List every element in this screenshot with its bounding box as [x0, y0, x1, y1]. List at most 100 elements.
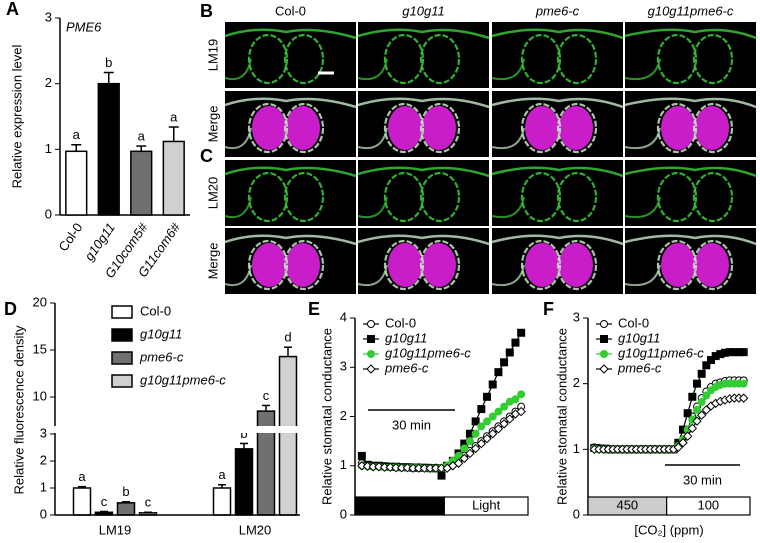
cell-wall: [357, 97, 490, 109]
condition-block: [666, 496, 751, 516]
x-axis-label: [CO₂] (ppm): [634, 522, 703, 537]
guard-wall: [520, 239, 562, 291]
cell-wall: [624, 234, 757, 246]
marker: [453, 458, 464, 468]
guard-wall: [247, 239, 289, 291]
micrograph: [357, 160, 490, 226]
guard-wall: [383, 102, 425, 154]
marker: [682, 431, 693, 441]
column-label: pme6-c: [535, 3, 580, 18]
cell-wall: [624, 97, 757, 109]
annotation: c: [101, 494, 108, 509]
marker: [505, 348, 514, 357]
y-axis-label: Relative fluorescence density: [11, 325, 26, 495]
guard-wall: [656, 102, 698, 154]
marker: [487, 429, 498, 439]
marker: [459, 453, 469, 464]
annotation: b: [122, 484, 129, 499]
legend-swatch: [111, 305, 133, 319]
guard-wall: [556, 171, 598, 223]
y-tick-label: 4: [340, 309, 347, 324]
guard-cell: [252, 106, 286, 150]
legend-label: g10g11: [618, 330, 660, 345]
legend-label: g10g11pme6-c: [618, 345, 704, 360]
cell-wall: [624, 166, 757, 178]
condition-block: [443, 496, 529, 516]
cell-wall: [357, 264, 388, 287]
micrograph: [491, 228, 624, 294]
guard-wall: [419, 239, 461, 291]
marker: [600, 335, 608, 343]
guard-wall: [692, 171, 734, 223]
marker: [511, 395, 520, 404]
marker: [367, 320, 375, 328]
x-tick-label: LM19: [99, 522, 132, 537]
cell-wall: [624, 264, 661, 287]
guard-cell: [422, 106, 456, 150]
marker: [511, 338, 520, 347]
panel-letter: C: [200, 146, 213, 166]
y-tick-label: 1: [40, 479, 47, 494]
series-line: [594, 397, 744, 450]
chart-title: PME6: [66, 19, 102, 34]
cell-wall: [491, 196, 525, 219]
marker: [702, 361, 711, 370]
cell-wall: [224, 28, 357, 40]
marker: [362, 461, 373, 471]
guard-cell: [661, 243, 695, 287]
y-tick-label: 3: [340, 359, 347, 374]
micrograph: [224, 91, 357, 157]
y-tick-label: 2: [45, 75, 52, 90]
guard-wall: [520, 33, 562, 85]
y-tick-label: 1: [573, 441, 580, 456]
marker: [488, 412, 497, 421]
marker: [693, 379, 701, 388]
bar: [130, 150, 153, 216]
cell-wall: [357, 234, 490, 246]
marker: [516, 406, 526, 417]
annotation: c: [263, 388, 270, 403]
guard-cell: [286, 106, 320, 150]
y-tick-label: 1: [340, 457, 347, 472]
cell-wall: [624, 127, 661, 150]
y-tick-label: 1: [45, 141, 52, 156]
annotation: c: [145, 495, 152, 510]
condition-label: 450: [616, 497, 638, 512]
marker: [517, 390, 526, 399]
marker: [494, 368, 503, 377]
marker: [599, 364, 609, 374]
legend-label: Col-0: [385, 315, 416, 330]
guard-wall: [419, 171, 461, 223]
marker: [483, 392, 492, 401]
column-label: Col-0: [275, 3, 306, 18]
guard-cell: [695, 106, 729, 150]
marker: [500, 358, 509, 367]
marker: [460, 444, 469, 453]
guard-wall: [247, 102, 289, 154]
y-tick-label: 0: [45, 206, 52, 221]
cell-wall: [357, 166, 490, 178]
legend-label: g10g11: [385, 330, 427, 345]
guard-wall: [419, 102, 461, 154]
cell-wall: [224, 127, 252, 150]
marker: [687, 423, 698, 434]
guard-cell: [559, 243, 593, 287]
guard-wall: [692, 102, 734, 154]
x-tick-label: LM20: [239, 522, 272, 537]
guard-wall: [656, 171, 698, 223]
legend-label: g10g11pme6-c: [140, 372, 226, 387]
cell-wall: [224, 196, 252, 219]
row-label: LM20: [205, 177, 220, 210]
y-tick-label: 0: [573, 506, 580, 521]
micrograph: [357, 228, 490, 294]
scale-bar-label: 30 min: [392, 417, 431, 432]
micrograph: [624, 160, 757, 226]
cell-wall: [491, 28, 624, 40]
guard-cell: [559, 106, 593, 150]
marker: [470, 443, 481, 454]
legend-swatch: [111, 328, 133, 342]
y-tick-label: 2: [573, 375, 580, 390]
annotation: d: [284, 330, 291, 345]
annotation: a: [218, 467, 226, 482]
annotation: b: [240, 426, 247, 441]
